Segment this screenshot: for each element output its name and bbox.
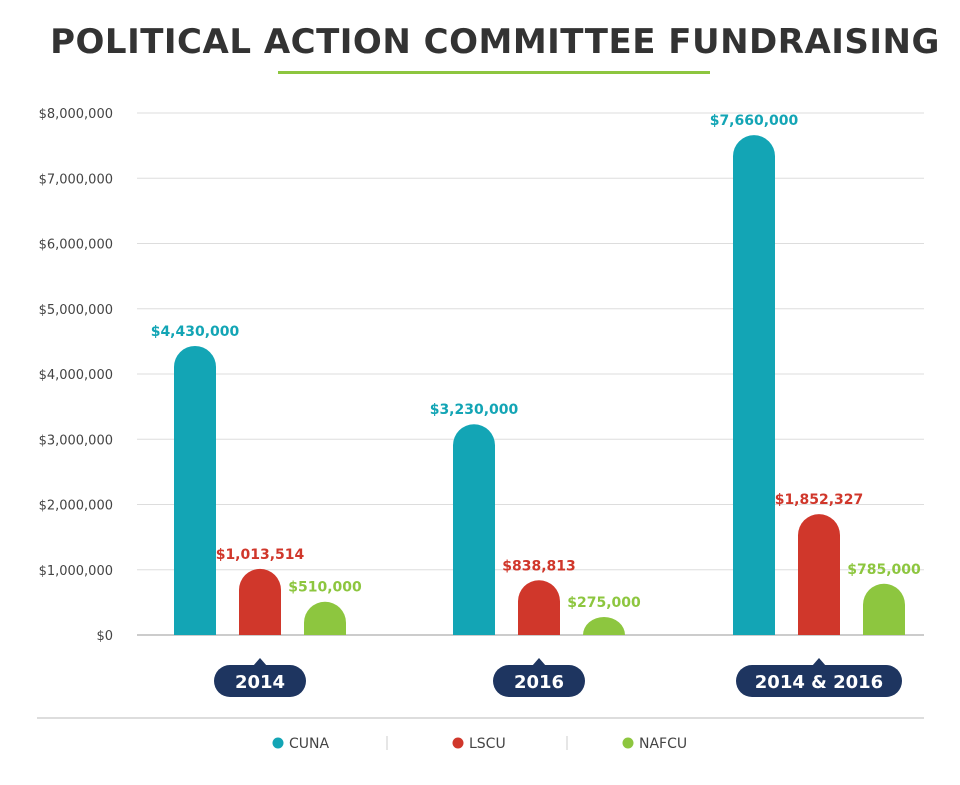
legend-item-lscu: LSCU [453,736,506,752]
value-label: $510,000 [288,580,362,596]
legend-swatch [273,738,284,749]
bar-cuna-1 [453,424,495,635]
bar-cuna-2 [733,135,775,635]
y-tick-label: $1,000,000 [39,564,113,579]
y-tick-label: $2,000,000 [39,499,113,514]
legend: CUNA LSCU NAFCU [273,736,688,752]
category-label: 2014 [235,672,285,693]
category-badge-pointer [253,658,267,666]
legend-item-cuna: CUNA [273,736,330,752]
value-label: $1,013,514 [216,547,305,563]
y-tick-label: $3,000,000 [39,433,113,448]
y-axis-labels: $0 $1,000,000 $2,000,000 $3,000,000 $4,000,0… [39,107,113,644]
value-label: $275,000 [567,595,641,611]
value-label: $7,660,000 [710,113,799,129]
bar-nafcu-0 [304,602,346,635]
y-tick-label: $0 [96,629,113,644]
value-label: $1,852,327 [775,492,864,508]
y-tick-label: $8,000,000 [39,107,113,122]
bar-nafcu-2 [863,584,905,635]
bar-cuna-0 [174,346,216,635]
legend-swatch [623,738,634,749]
category-label: 2014 & 2016 [755,672,883,693]
legend-swatch [453,738,464,749]
category-badge: 2014 & 2016 [736,658,902,697]
value-label: $4,430,000 [151,324,240,340]
value-label: $3,230,000 [430,402,519,418]
legend-label: CUNA [289,736,329,752]
value-label: $785,000 [847,562,921,578]
y-tick-label: $6,000,000 [39,238,113,253]
category-badge-pointer [812,658,826,666]
y-tick-label: $4,000,000 [39,368,113,383]
bar-nafcu-1 [583,617,625,635]
legend-item-nafcu: NAFCU [623,736,688,752]
bar-lscu-2 [798,514,840,635]
category-badge: 2016 [493,658,585,697]
value-label: $838,813 [502,558,576,574]
category-labels: 2014 2016 2014 & 2016 [214,658,902,697]
y-tick-label: $5,000,000 [39,303,113,318]
y-tick-label: $7,000,000 [39,172,113,187]
bar-lscu-1 [518,580,560,635]
legend-label: LSCU [469,736,506,752]
legend-label: NAFCU [639,736,687,752]
category-badge: 2014 [214,658,306,697]
category-label: 2016 [514,672,564,693]
bar-lscu-0 [239,569,281,635]
category-badge-pointer [532,658,546,666]
